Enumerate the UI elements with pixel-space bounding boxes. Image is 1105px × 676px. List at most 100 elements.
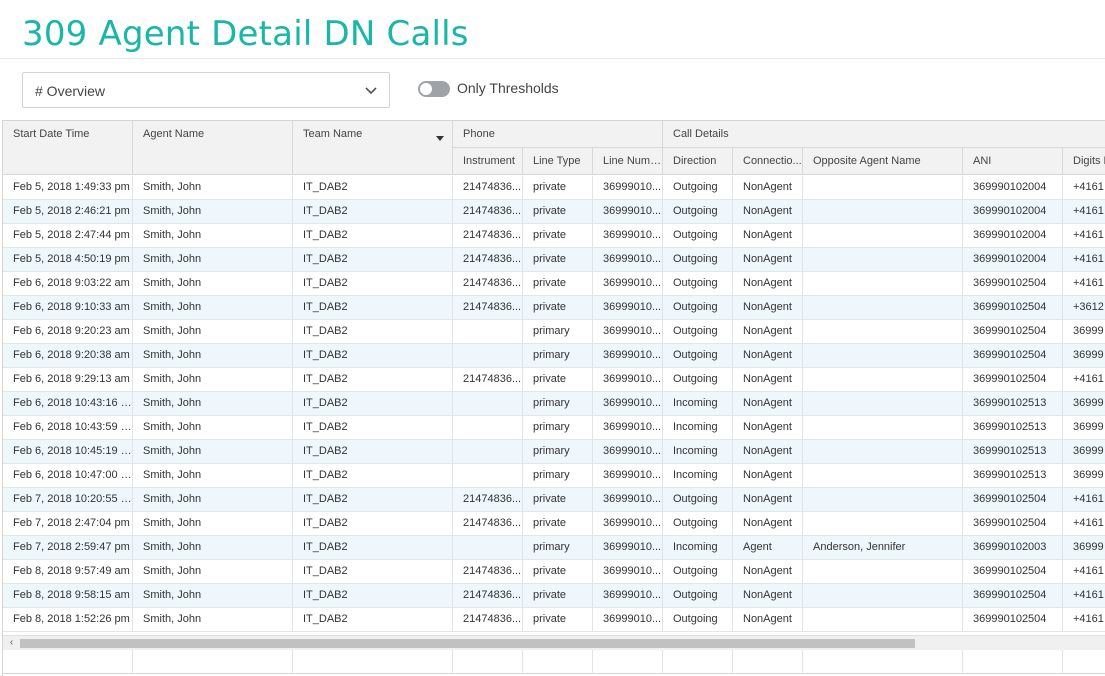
cell-instrument: 21474836... (453, 272, 523, 295)
cell-start: Feb 7, 2018 2:47:04 pm (3, 512, 133, 535)
table-row[interactable]: Feb 7, 2018 2:59:47 pm Smith, John IT_DAB2… (3, 536, 1105, 560)
table-row[interactable]: Feb 6, 2018 9:29:13 am Smith, John IT_DAB2… (3, 368, 1105, 392)
cell-line_number: 36999010... (593, 200, 663, 223)
cell-connection: NonAgent (733, 248, 803, 271)
cell-opposite (803, 344, 963, 367)
table-row[interactable]: Feb 5, 2018 4:50:19 pm Smith, John IT_DAB2… (3, 248, 1105, 272)
cell-agent: Smith, John (133, 320, 293, 343)
cell-start: Feb 6, 2018 9:20:38 am (3, 344, 133, 367)
table-row[interactable]: Feb 6, 2018 10:45:19 am Smith, John IT_DAB… (3, 440, 1105, 464)
table-row[interactable]: Feb 6, 2018 10:43:16 am Smith, John IT_DAB… (3, 392, 1105, 416)
horizontal-scrollbar[interactable]: ‹ (3, 635, 1105, 650)
table-row[interactable]: Feb 6, 2018 10:47:00 am Smith, John IT_DAB… (3, 464, 1105, 488)
cell-agent: Smith, John (133, 248, 293, 271)
cell-line_type: primary (523, 440, 593, 463)
cell-ani: 369990102504 (963, 320, 1063, 343)
footer-cell (803, 650, 963, 674)
table-row[interactable]: Feb 8, 2018 9:57:49 am Smith, John IT_DAB2… (3, 560, 1105, 584)
table-row[interactable]: Feb 5, 2018 2:46:21 pm Smith, John IT_DAB2… (3, 200, 1105, 224)
scrollbar-thumb[interactable] (20, 639, 915, 648)
column-header-direction[interactable]: Direction (663, 148, 733, 175)
column-header-opposite[interactable]: Opposite Agent Name (803, 148, 963, 175)
only-thresholds-label: Only Thresholds (457, 80, 559, 96)
column-header-start[interactable]: Start Date Time (3, 121, 133, 175)
cell-line_type: private (523, 200, 593, 223)
cell-digits: 36999 (1063, 416, 1105, 439)
table-row[interactable]: Feb 5, 2018 1:49:33 pm Smith, John IT_DAB2… (3, 176, 1105, 200)
cell-connection: NonAgent (733, 584, 803, 607)
cell-team: IT_DAB2 (293, 224, 453, 247)
column-header-agent[interactable]: Agent Name (133, 121, 293, 175)
cell-connection: NonAgent (733, 464, 803, 487)
table-row[interactable]: Feb 7, 2018 2:47:04 pm Smith, John IT_DAB2… (3, 512, 1105, 536)
column-header-team[interactable]: Team Name (293, 121, 453, 175)
cell-ani: 369990102504 (963, 584, 1063, 607)
cell-line_number: 36999010... (593, 224, 663, 247)
cell-agent: Smith, John (133, 416, 293, 439)
cell-direction: Outgoing (663, 584, 733, 607)
cell-instrument (453, 464, 523, 487)
cell-ani: 369990102513 (963, 392, 1063, 415)
cell-digits: +4161 (1063, 584, 1105, 607)
cell-instrument: 21474836... (453, 296, 523, 319)
cell-start: Feb 8, 2018 9:58:15 am (3, 584, 133, 607)
cell-team: IT_DAB2 (293, 536, 453, 559)
cell-start: Feb 6, 2018 9:03:22 am (3, 272, 133, 295)
cell-line_type: private (523, 368, 593, 391)
cell-agent: Smith, John (133, 608, 293, 631)
cell-opposite (803, 272, 963, 295)
table-row[interactable]: Feb 5, 2018 2:47:44 pm Smith, John IT_DAB2… (3, 224, 1105, 248)
cell-digits: +4161 (1063, 200, 1105, 223)
column-header-line_number[interactable]: Line Numb... (593, 148, 663, 175)
column-header-ani[interactable]: ANI (963, 148, 1063, 175)
column-header-connection[interactable]: Connectio... (733, 148, 803, 175)
cell-team: IT_DAB2 (293, 392, 453, 415)
column-header-line_type[interactable]: Line Type (523, 148, 593, 175)
cell-instrument: 21474836... (453, 560, 523, 583)
cell-line_number: 36999010... (593, 560, 663, 583)
table-row[interactable]: Feb 7, 2018 10:20:55 am Smith, John IT_DAB… (3, 488, 1105, 512)
cell-digits: +3612 (1063, 296, 1105, 319)
cell-line_number: 36999010... (593, 608, 663, 631)
cell-agent: Smith, John (133, 272, 293, 295)
cell-start: Feb 7, 2018 10:20:55 am (3, 488, 133, 511)
cell-team: IT_DAB2 (293, 344, 453, 367)
cell-line_type: private (523, 584, 593, 607)
table-row[interactable]: Feb 6, 2018 10:43:59 am Smith, John IT_DAB… (3, 416, 1105, 440)
cell-connection: NonAgent (733, 368, 803, 391)
cell-agent: Smith, John (133, 296, 293, 319)
footer-cell (593, 650, 663, 674)
view-select-value: # Overview (35, 83, 106, 99)
cell-line_type: primary (523, 320, 593, 343)
cell-line_number: 36999010... (593, 248, 663, 271)
only-thresholds-toggle[interactable] (418, 81, 450, 97)
cell-direction: Outgoing (663, 272, 733, 295)
column-header-digits[interactable]: Digits D (1063, 148, 1105, 175)
table-row[interactable]: Feb 6, 2018 9:10:33 am Smith, John IT_DAB2… (3, 296, 1105, 320)
column-header-instrument[interactable]: Instrument (453, 148, 523, 175)
cell-agent: Smith, John (133, 560, 293, 583)
cell-team: IT_DAB2 (293, 272, 453, 295)
sort-desc-icon[interactable] (436, 136, 444, 141)
table-row[interactable]: Feb 6, 2018 9:20:23 am Smith, John IT_DAB2… (3, 320, 1105, 344)
cell-line_number: 36999010... (593, 416, 663, 439)
cell-direction: Outgoing (663, 248, 733, 271)
cell-connection: Agent (733, 536, 803, 559)
cell-opposite (803, 512, 963, 535)
cell-instrument: 21474836... (453, 488, 523, 511)
table-row[interactable]: Feb 6, 2018 9:03:22 am Smith, John IT_DAB2… (3, 272, 1105, 296)
cell-connection: NonAgent (733, 440, 803, 463)
cell-opposite: Anderson, Jennifer (803, 536, 963, 559)
cell-digits: 36999 (1063, 344, 1105, 367)
cell-line_number: 36999010... (593, 368, 663, 391)
table-row[interactable]: Feb 8, 2018 9:58:15 am Smith, John IT_DAB2… (3, 584, 1105, 608)
cell-opposite (803, 320, 963, 343)
chevron-left-icon[interactable]: ‹ (9, 637, 14, 648)
cell-connection: NonAgent (733, 176, 803, 199)
cell-start: Feb 6, 2018 10:47:00 am (3, 464, 133, 487)
view-select[interactable]: # Overview (22, 72, 390, 108)
table-row[interactable]: Feb 8, 2018 1:52:26 pm Smith, John IT_DAB2… (3, 608, 1105, 632)
cell-connection: NonAgent (733, 392, 803, 415)
table-row[interactable]: Feb 6, 2018 9:20:38 am Smith, John IT_DAB2… (3, 344, 1105, 368)
cell-opposite (803, 176, 963, 199)
